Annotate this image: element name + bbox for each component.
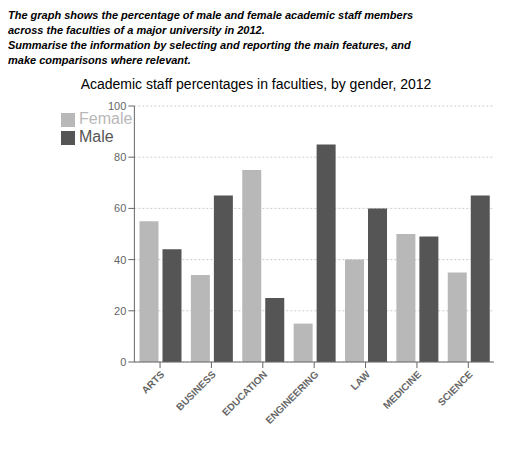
svg-text:100: 100 [108, 100, 126, 112]
svg-text:EDUCATION: EDUCATION [220, 369, 269, 418]
html-text:The graph shows the percentage: The graph shows the percentage of male a… [8, 9, 414, 21]
svg-text:SCIENCE: SCIENCE [436, 368, 475, 407]
svg-text:LAW: LAW [349, 368, 373, 392]
html-text:across the faculties of a majo: across the faculties of a major universi… [8, 24, 265, 36]
svg-text:MEDICINE: MEDICINE [381, 368, 424, 411]
svg-text:BUSINESS: BUSINESS [174, 368, 218, 412]
html-text:Summarise the information by s: Summarise the information by selecting a… [8, 39, 411, 51]
html-text:Female: Female [79, 110, 133, 127]
html-text:Male: Male [79, 128, 114, 145]
svg-text:60: 60 [114, 202, 126, 214]
svg-text:80: 80 [114, 151, 126, 163]
svg-text:20: 20 [114, 305, 126, 317]
svg-text:0: 0 [120, 356, 126, 368]
svg-text:ARTS: ARTS [139, 368, 166, 395]
svg-text:40: 40 [114, 254, 126, 266]
html-text:Academic staff percentages in: Academic staff percentages in faculties,… [80, 76, 432, 92]
html-text:make comparisons where relevan: make comparisons where relevant. [8, 54, 191, 66]
svg-text:ENGINEERING: ENGINEERING [263, 369, 320, 426]
